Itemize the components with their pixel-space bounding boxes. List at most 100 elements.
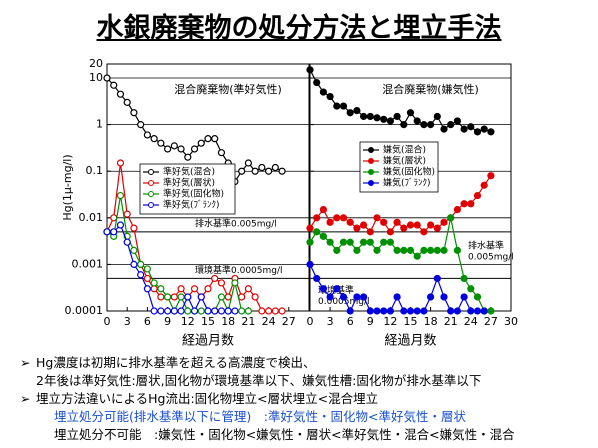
legend-marker — [368, 180, 374, 186]
data-point — [137, 260, 145, 269]
data-point — [231, 279, 239, 287]
data-point — [480, 181, 488, 189]
y-axis-label: Hg(1μ-mg/l) — [61, 154, 74, 220]
data-point — [333, 246, 341, 254]
data-point — [427, 221, 435, 229]
x-tick-label: 18 — [424, 315, 438, 328]
data-point — [103, 228, 111, 236]
data-point — [306, 238, 314, 246]
x-tick-label: 9 — [367, 315, 374, 328]
data-point — [319, 206, 327, 214]
x-tick-label: 6 — [144, 315, 151, 328]
data-point — [433, 246, 441, 254]
data-point — [433, 274, 441, 283]
data-point — [326, 238, 334, 246]
reference-label: 0.0005mg/l — [318, 297, 370, 307]
data-point — [366, 112, 374, 121]
data-point — [190, 145, 199, 153]
bullet-text: 埋立処分不可能 :嫌気性・固化物<嫌気性・層状<準好気性・混合<嫌気性・混合 — [54, 427, 515, 442]
data-point — [116, 90, 125, 98]
data-point — [164, 293, 172, 301]
slide-title: 水銀廃棄物の処分方法と埋立手法 — [96, 13, 502, 44]
legend-marker — [148, 202, 154, 208]
data-point — [386, 228, 394, 236]
data-point — [313, 274, 321, 283]
bullet: 埋立処分不可能 :嫌気性・固化物<嫌気性・層状<準好気性・混合<嫌気性・混合 — [20, 426, 515, 444]
data-point — [231, 307, 239, 315]
data-point — [197, 293, 205, 301]
data-point — [265, 167, 273, 175]
data-point — [211, 307, 219, 315]
data-point — [197, 139, 205, 147]
data-point — [467, 123, 475, 131]
data-point — [406, 246, 415, 254]
data-point — [460, 200, 468, 208]
data-point — [204, 285, 212, 293]
data-point — [177, 293, 185, 301]
data-point — [157, 293, 165, 301]
data-point — [150, 135, 158, 143]
data-point — [487, 307, 495, 315]
data-point — [460, 274, 468, 283]
data-point — [177, 307, 185, 315]
bullet-text: 埋立方法違いによるHg流出:固化物埋立<層状埋立<混合埋立 — [36, 391, 379, 406]
data-point — [360, 112, 368, 121]
data-point — [473, 307, 482, 315]
data-point — [386, 117, 394, 125]
data-point — [366, 307, 374, 315]
data-point — [427, 246, 435, 254]
data-point — [380, 218, 388, 226]
data-point — [400, 121, 408, 129]
data-point — [110, 81, 118, 89]
data-point — [170, 293, 178, 301]
data-point — [184, 307, 192, 315]
series-line — [309, 69, 492, 133]
legend-marker — [148, 191, 154, 197]
data-point — [380, 238, 388, 246]
data-point — [427, 293, 435, 301]
data-point — [190, 285, 199, 293]
data-point — [150, 285, 158, 293]
legend-marker — [148, 180, 154, 186]
data-point — [137, 121, 145, 129]
data-point — [217, 149, 226, 157]
chart-annotation: 混合廃棄物(準好気性) — [174, 82, 282, 96]
data-point — [157, 139, 165, 147]
x-tick-label: 6 — [347, 315, 354, 328]
data-point — [265, 307, 273, 315]
data-point — [238, 293, 246, 301]
data-point — [393, 246, 401, 254]
data-point — [204, 307, 212, 315]
x-tick-label: 0 — [307, 315, 314, 328]
data-point — [487, 128, 495, 136]
data-point — [190, 307, 199, 315]
data-point — [406, 307, 415, 315]
data-point — [217, 307, 226, 315]
x-tick-label: 3 — [124, 315, 131, 328]
data-point — [413, 307, 421, 315]
data-point — [271, 163, 279, 172]
y-tick-label: 0.01 — [79, 211, 104, 224]
data-point — [170, 307, 178, 315]
data-point — [440, 218, 448, 226]
data-point — [353, 224, 361, 232]
legend-label: 準好気(層状) — [163, 177, 215, 189]
data-point — [473, 293, 482, 301]
data-point — [346, 238, 354, 246]
data-point — [473, 128, 482, 136]
data-point — [204, 135, 212, 143]
data-point — [360, 221, 368, 229]
data-point — [319, 232, 327, 240]
data-point — [164, 145, 172, 153]
data-point — [123, 98, 131, 106]
data-point — [224, 307, 232, 315]
data-point — [258, 307, 266, 315]
data-point — [380, 307, 388, 315]
data-point — [406, 109, 415, 117]
data-point — [244, 159, 252, 167]
data-point — [393, 218, 401, 226]
data-point — [103, 74, 111, 82]
legend-label: 準好気(混合) — [163, 166, 215, 178]
y-tick-label: 10 — [89, 71, 103, 84]
